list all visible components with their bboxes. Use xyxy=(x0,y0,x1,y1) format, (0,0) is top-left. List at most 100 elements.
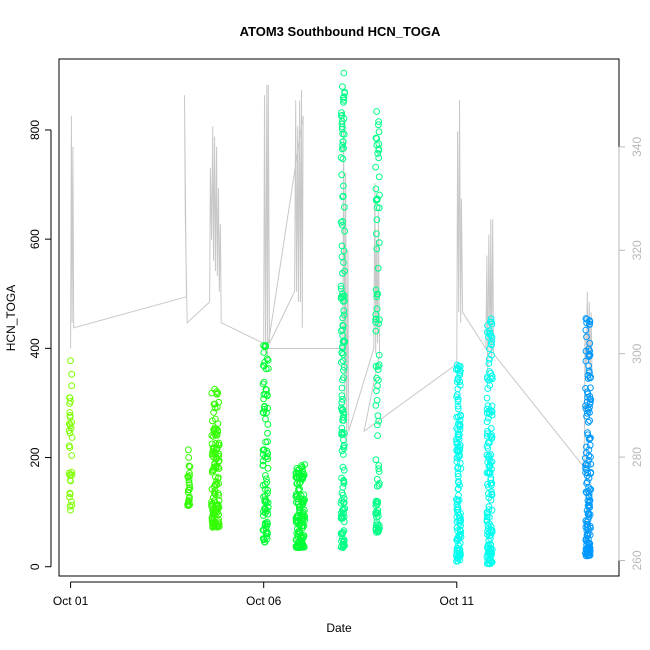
data-point xyxy=(211,490,219,498)
y2-tick-label: 340 xyxy=(630,137,644,157)
data-point xyxy=(209,523,217,531)
data-point xyxy=(586,351,594,359)
plot-frame xyxy=(58,58,620,577)
data-point xyxy=(264,503,272,511)
point-cluster xyxy=(582,315,595,560)
data-point xyxy=(373,396,381,404)
data-point xyxy=(296,479,303,487)
data-point xyxy=(66,489,74,497)
data-point xyxy=(372,510,380,518)
data-point xyxy=(66,409,74,416)
data-point xyxy=(340,247,348,255)
data-point xyxy=(264,391,271,399)
data-point xyxy=(67,506,74,514)
data-point xyxy=(453,366,460,374)
data-point xyxy=(585,367,593,375)
data-point xyxy=(373,108,381,115)
data-point xyxy=(297,478,304,486)
data-point xyxy=(486,345,493,353)
data-point xyxy=(338,384,346,392)
data-point xyxy=(585,539,592,547)
data-point xyxy=(263,479,271,486)
data-point xyxy=(339,290,347,298)
data-point xyxy=(454,527,461,535)
data-point xyxy=(373,305,381,313)
data-point xyxy=(264,429,271,437)
data-point xyxy=(211,448,219,456)
data-point xyxy=(339,483,347,491)
x-tick-label: Oct 01 xyxy=(53,594,89,608)
data-point xyxy=(338,111,346,119)
data-point xyxy=(583,541,590,549)
data-point xyxy=(454,506,462,514)
data-point xyxy=(486,528,493,536)
data-point xyxy=(337,293,345,301)
y2-tick-label: 280 xyxy=(630,447,644,467)
data-point xyxy=(487,451,495,459)
data-point xyxy=(262,472,269,479)
data-point xyxy=(582,454,589,462)
data-point xyxy=(68,370,76,378)
data-point xyxy=(583,478,591,486)
data-point xyxy=(340,416,348,424)
data-point xyxy=(339,376,346,384)
y-axis-left: 0 200 400 600 800 xyxy=(28,120,52,570)
data-point xyxy=(586,398,594,406)
data-point xyxy=(376,191,383,199)
data-point xyxy=(585,513,593,521)
data-point xyxy=(374,412,382,420)
data-point xyxy=(213,522,221,530)
data-point xyxy=(483,418,491,426)
data-point xyxy=(340,144,347,152)
data-point xyxy=(300,471,307,478)
data-point xyxy=(374,432,382,440)
y2-tick-label: 320 xyxy=(630,240,644,260)
data-point xyxy=(374,421,381,429)
data-point xyxy=(214,504,222,512)
data-point xyxy=(338,392,346,400)
data-point xyxy=(264,421,272,428)
data-point xyxy=(68,382,75,390)
data-point xyxy=(338,171,346,179)
data-point xyxy=(185,479,193,487)
data-point xyxy=(340,307,348,315)
data-point xyxy=(210,409,218,416)
data-point xyxy=(373,374,381,382)
data-point xyxy=(296,465,303,473)
data-point xyxy=(186,472,193,480)
data-point xyxy=(261,498,269,506)
data-point xyxy=(586,417,593,425)
data-point xyxy=(215,457,223,465)
data-point xyxy=(372,134,380,142)
data-point xyxy=(485,452,493,460)
data-point xyxy=(586,317,593,324)
data-point xyxy=(185,446,192,454)
data-point xyxy=(210,506,218,513)
point-cluster xyxy=(259,342,272,546)
data-point xyxy=(375,154,383,162)
data-point xyxy=(587,460,595,468)
data-point xyxy=(483,432,491,440)
x-axis-label: Date xyxy=(326,621,352,635)
data-point xyxy=(454,498,462,506)
data-point xyxy=(340,518,348,526)
data-point xyxy=(215,480,223,488)
data-point xyxy=(185,454,193,461)
data-point xyxy=(260,526,268,534)
data-point xyxy=(485,483,492,491)
data-point xyxy=(65,427,73,435)
data-point xyxy=(340,441,348,449)
data-point xyxy=(337,359,345,366)
data-point xyxy=(587,524,594,532)
data-point xyxy=(584,523,591,531)
data-point xyxy=(65,442,73,450)
data-point xyxy=(262,343,270,350)
data-point xyxy=(484,402,492,410)
data-point xyxy=(341,505,349,512)
data-point xyxy=(338,145,346,153)
data-point xyxy=(298,499,306,507)
data-point xyxy=(583,520,591,528)
data-point xyxy=(339,192,347,200)
data-point xyxy=(457,514,464,522)
